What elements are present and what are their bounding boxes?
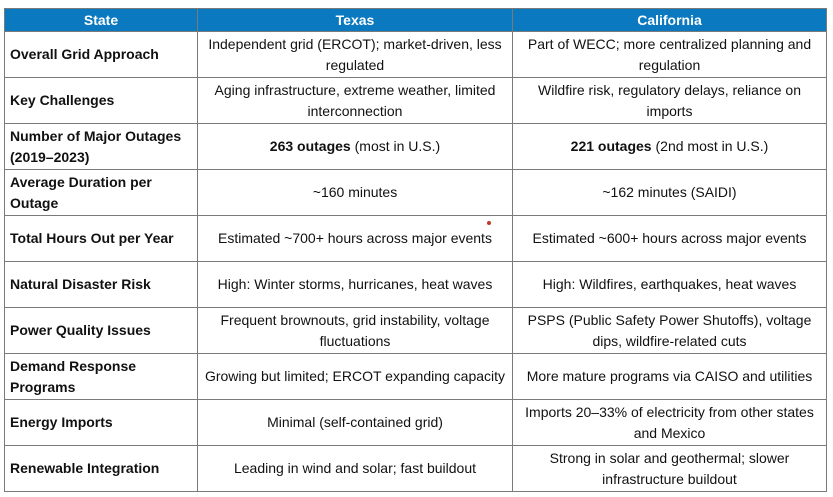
stray-marker-dot [487,221,491,225]
comparison-table: State Texas California Overall Grid Appr… [4,8,827,492]
row-label: Total Hours Out per Year [4,215,198,262]
row-label: Power Quality Issues [4,307,198,354]
header-row: State Texas California [4,8,827,32]
california-cell: 221 outages (2nd most in U.S.) [512,123,827,170]
california-cell: Estimated ~600+ hours across major event… [512,215,827,262]
california-cell: Wildfire risk, regulatory delays, relian… [512,77,827,124]
texas-cell: Leading in wind and solar; fast buildout [197,445,513,492]
header-california: California [512,8,827,32]
texas-outage-note: (most in U.S.) [350,138,441,154]
texas-cell: Minimal (self-contained grid) [197,399,513,446]
table-row: Number of Major Outages (2019–2023) 263 … [4,123,827,170]
table-row: Demand Response Programs Growing but lim… [4,353,827,400]
texas-cell: Estimated ~700+ hours across major event… [197,215,513,262]
row-label: Key Challenges [4,77,198,124]
california-cell: Strong in solar and geothermal; slower i… [512,445,827,492]
texas-cell: 263 outages (most in U.S.) [197,123,513,170]
row-label: Energy Imports [4,399,198,446]
texas-cell: Frequent brownouts, grid instability, vo… [197,307,513,354]
table-row: Key Challenges Aging infrastructure, ext… [4,77,827,124]
texas-outage-count: 263 outages [269,138,351,154]
table-row: Overall Grid Approach Independent grid (… [4,31,827,78]
header-state: State [4,8,198,32]
row-label: Average Duration per Outage [4,169,198,216]
table-row: Natural Disaster Risk High: Winter storm… [4,261,827,308]
california-cell: Part of WECC; more centralized planning … [512,31,827,78]
california-cell: More mature programs via CAISO and utili… [512,353,827,400]
row-label: Demand Response Programs [4,353,198,400]
table-row: Average Duration per Outage ~160 minutes… [4,169,827,216]
texas-cell: ~160 minutes [197,169,513,216]
california-cell: Imports 20–33% of electricity from other… [512,399,827,446]
table-row: Total Hours Out per Year Estimated ~700+… [4,215,827,262]
california-cell: High: Wildfires, earthquakes, heat waves [512,261,827,308]
table-row: Renewable Integration Leading in wind an… [4,445,827,492]
california-outage-note: (2nd most in U.S.) [651,138,769,154]
texas-cell: Independent grid (ERCOT); market-driven,… [197,31,513,78]
table-row: Energy Imports Minimal (self-contained g… [4,399,827,446]
row-label: Overall Grid Approach [4,31,198,78]
row-label: Natural Disaster Risk [4,261,198,308]
california-cell: ~162 minutes (SAIDI) [512,169,827,216]
texas-cell: Growing but limited; ERCOT expanding cap… [197,353,513,400]
header-texas: Texas [197,8,513,32]
california-cell: PSPS (Public Safety Power Shutoffs), vol… [512,307,827,354]
row-label: Renewable Integration [4,445,198,492]
texas-cell: Aging infrastructure, extreme weather, l… [197,77,513,124]
table-row: Power Quality Issues Frequent brownouts,… [4,307,827,354]
row-label: Number of Major Outages (2019–2023) [4,123,198,170]
california-outage-count: 221 outages [570,138,652,154]
texas-cell: High: Winter storms, hurricanes, heat wa… [197,261,513,308]
